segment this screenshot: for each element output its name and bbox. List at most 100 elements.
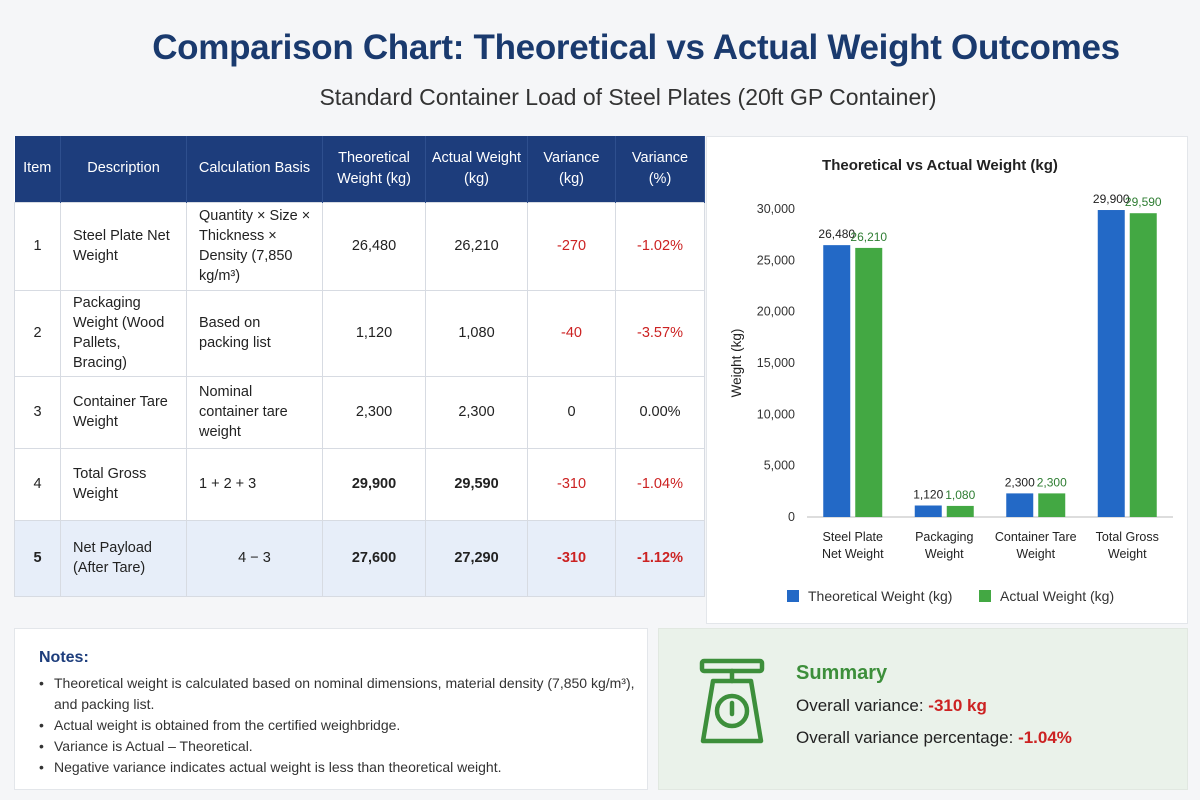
bar-value-label: 29,900 xyxy=(1093,192,1130,206)
cell-item: 2 xyxy=(14,289,61,377)
cell-basis: Based on packing list xyxy=(186,289,323,377)
summary-variance-percentage: Overall variance percentage: -1.04% xyxy=(796,728,1072,748)
cell-description: Steel Plate Net Weight xyxy=(60,201,187,291)
weight-comparison-table: Item Description Calculation Basis Theor… xyxy=(14,136,705,597)
header-variance-kg: Variance (kg) xyxy=(527,136,616,202)
cell-item: 3 xyxy=(14,375,61,449)
table-header-row: Item Description Calculation Basis Theor… xyxy=(14,136,705,202)
cell-theoretical: 29,900 xyxy=(322,447,426,521)
chart-title: Theoretical vs Actual Weight (kg) xyxy=(822,157,1058,174)
cell-description: Total Gross Weight xyxy=(60,447,187,521)
cell-actual: 2,300 xyxy=(425,375,528,449)
table-row: 4 Total Gross Weight 1 + 2 + 3 29,900 29… xyxy=(14,447,705,521)
note-item: Negative variance indicates actual weigh… xyxy=(39,757,639,778)
bar-value-label: 26,210 xyxy=(850,230,887,244)
cell-actual: 27,290 xyxy=(425,519,528,597)
cell-variance-kg: -270 xyxy=(527,201,616,291)
y-tick-label: 5,000 xyxy=(764,459,795,473)
legend-swatch-theoretical xyxy=(787,590,799,602)
legend-item-theoretical: Theoretical Weight (kg) xyxy=(787,588,952,604)
summary-variance-value: -310 kg xyxy=(928,696,987,715)
cell-theoretical: 27,600 xyxy=(322,519,426,597)
bar-actual xyxy=(1038,493,1066,517)
y-tick-label: 20,000 xyxy=(757,305,795,319)
table-row: 2 Packaging Weight (Wood Pallets, Bracin… xyxy=(14,289,705,377)
x-tick-label: Packaging xyxy=(915,530,973,544)
cell-theoretical: 1,120 xyxy=(322,289,426,377)
table-row: 3 Container Tare Weight Nominal containe… xyxy=(14,375,705,449)
notes-panel: Notes: Theoretical weight is calculated … xyxy=(14,628,648,790)
summary-pct-value: -1.04% xyxy=(1018,728,1072,747)
summary-title: Summary xyxy=(796,662,888,684)
y-tick-label: 0 xyxy=(788,510,795,524)
summary-overall-variance: Overall variance: -310 kg xyxy=(796,696,987,716)
cell-variance-pct: -1.04% xyxy=(615,447,705,521)
bar-theoretical xyxy=(1006,493,1034,517)
legend-swatch-actual xyxy=(979,590,991,602)
cell-actual: 1,080 xyxy=(425,289,528,377)
bar-value-label: 29,590 xyxy=(1125,195,1162,209)
cell-variance-kg: 0 xyxy=(527,375,616,449)
table-row: 1 Steel Plate Net Weight Quantity × Size… xyxy=(14,201,705,291)
bar-value-label: 1,080 xyxy=(945,488,975,502)
summary-pct-label: Overall variance percentage: xyxy=(796,728,1019,747)
x-tick-label: Steel Plate xyxy=(823,530,884,544)
cell-basis: Nominal container tare weight xyxy=(186,375,323,449)
chart-panel: 0 5,000 10,000 15,000 20,000 25,000 30,000 Weig… xyxy=(706,136,1188,624)
x-tick-label: Container Tare xyxy=(995,530,1077,544)
cell-variance-pct: 0.00% xyxy=(615,375,705,449)
y-tick-label: 10,000 xyxy=(757,407,795,421)
bar-value-label: 2,300 xyxy=(1005,475,1035,489)
y-tick-label: 30,000 xyxy=(757,202,795,216)
notes-list: Theoretical weight is calculated based o… xyxy=(39,673,639,778)
cell-variance-pct: -1.12% xyxy=(615,519,705,597)
cell-description: Container Tare Weight xyxy=(60,375,187,449)
cell-variance-kg: -310 xyxy=(527,519,616,597)
x-tick-label: Weight xyxy=(1016,547,1055,561)
legend-item-actual: Actual Weight (kg) xyxy=(979,588,1114,604)
notes-title: Notes: xyxy=(39,649,89,666)
page-subtitle: Standard Container Load of Steel Plates … xyxy=(319,84,937,110)
bar-value-label: 1,120 xyxy=(913,488,943,502)
bar-theoretical xyxy=(823,245,851,517)
cell-variance-kg: -310 xyxy=(527,447,616,521)
summary-panel: Summary Overall variance: -310 kg Overal… xyxy=(658,628,1188,790)
y-tick-label: 25,000 xyxy=(757,253,795,267)
header-calculation-basis: Calculation Basis xyxy=(186,136,323,202)
header-actual-weight: Actual Weight (kg) xyxy=(425,136,528,202)
bar-actual xyxy=(946,505,974,517)
cell-description: Net Payload (After Tare) xyxy=(60,519,187,597)
header-theoretical-weight: Theoretical Weight (kg) xyxy=(322,136,426,202)
x-tick-label: Weight xyxy=(1108,547,1147,561)
bar-chart: 0 5,000 10,000 15,000 20,000 25,000 30,000 Weig… xyxy=(729,192,1173,561)
cell-actual: 29,590 xyxy=(425,447,528,521)
cell-actual: 26,210 xyxy=(425,201,528,291)
header-item: Item xyxy=(14,136,61,202)
y-tick-label: 15,000 xyxy=(757,356,795,370)
y-axis-label: Weight (kg) xyxy=(729,329,744,398)
table-row: 5 Net Payload (After Tare) 4 − 3 27,600 … xyxy=(14,519,705,597)
page-title: Comparison Chart: Theoretical vs Actual … xyxy=(152,28,1120,67)
cell-variance-kg: -40 xyxy=(527,289,616,377)
x-tick-label: Total Gross xyxy=(1096,530,1159,544)
bar-actual xyxy=(855,247,883,517)
note-item: Theoretical weight is calculated based o… xyxy=(39,673,639,715)
cell-item: 5 xyxy=(14,519,61,597)
scale-icon xyxy=(699,658,765,744)
note-item: Variance is Actual – Theoretical. xyxy=(39,736,639,757)
bar-theoretical xyxy=(1097,210,1125,517)
cell-theoretical: 2,300 xyxy=(322,375,426,449)
bar-theoretical xyxy=(914,505,942,517)
bar-value-label: 26,480 xyxy=(818,227,855,241)
legend-label-actual: Actual Weight (kg) xyxy=(1000,588,1115,604)
x-tick-label: Net Weight xyxy=(822,547,884,561)
cell-theoretical: 26,480 xyxy=(322,201,426,291)
legend-label-theoretical: Theoretical Weight (kg) xyxy=(808,588,953,604)
bar-value-label: 2,300 xyxy=(1037,475,1067,489)
cell-basis: Quantity × Size × Thickness × Density (7… xyxy=(186,201,323,291)
cell-basis: 4 − 3 xyxy=(186,519,323,597)
cell-description: Packaging Weight (Wood Pallets, Bracing) xyxy=(60,289,187,377)
cell-basis: 1 + 2 + 3 xyxy=(186,447,323,521)
cell-item: 1 xyxy=(14,201,61,291)
bar-actual xyxy=(1129,213,1157,517)
